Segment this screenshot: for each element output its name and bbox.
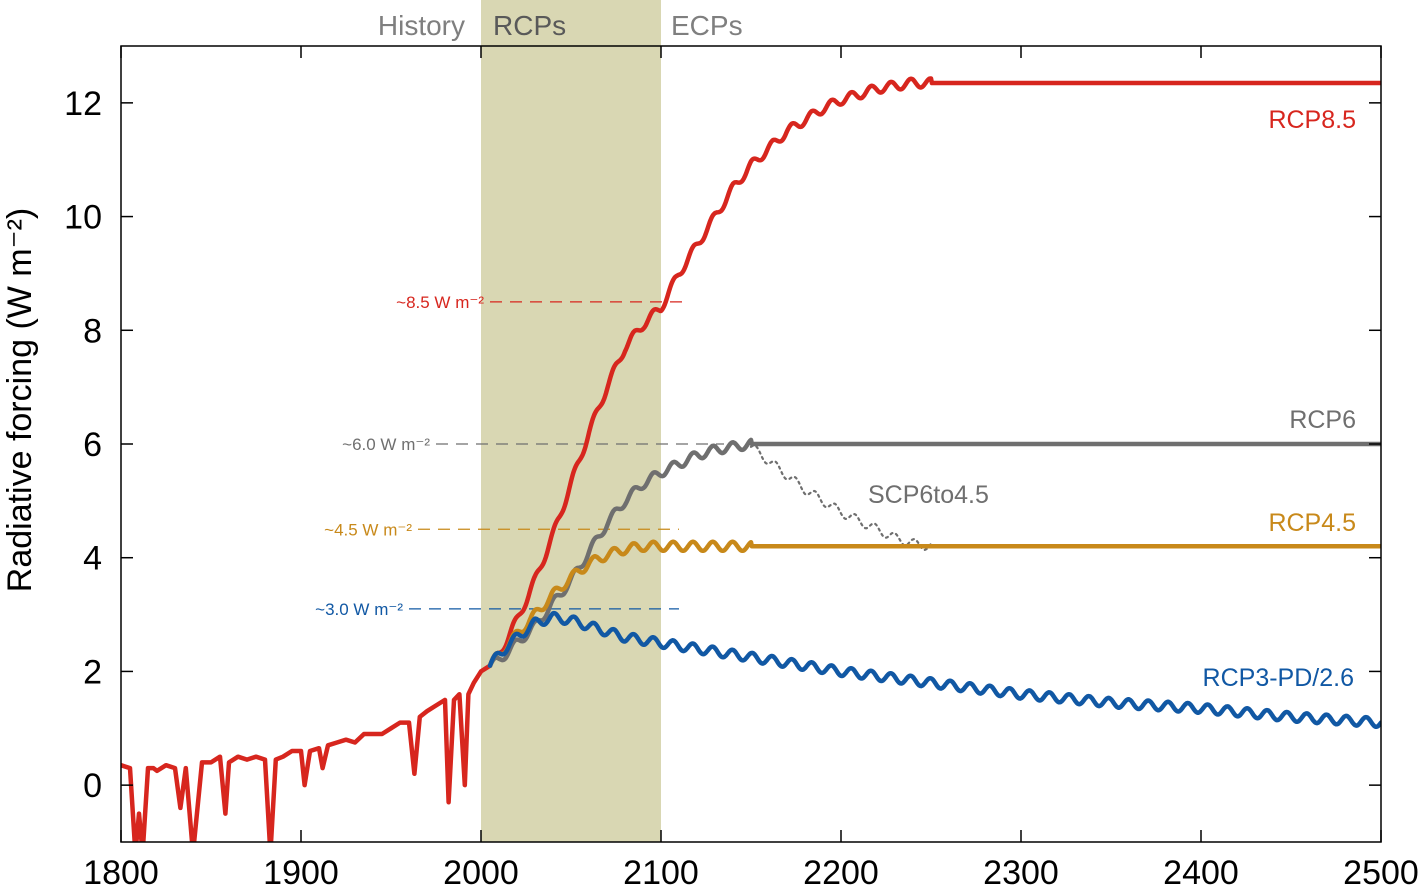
reference-label-3-0-w-m: ~3.0 W m⁻² <box>315 600 403 619</box>
reference-label-4-5-w-m: ~4.5 W m⁻² <box>324 520 412 539</box>
series-label-rcp4-5: RCP4.5 <box>1268 509 1356 537</box>
y-tick-label: 6 <box>83 426 102 464</box>
y-tick-label: 10 <box>64 199 102 237</box>
series-label-rcp8-5: RCP8.5 <box>1268 106 1356 134</box>
y-tick-label: 0 <box>83 767 102 805</box>
y-axis-title: Radiative forcing (W m⁻²) <box>1 208 39 592</box>
period-label-ecps: ECPs <box>671 10 743 41</box>
period-label-history: History <box>378 10 465 41</box>
y-tick-label: 12 <box>64 85 102 123</box>
series-label-rcp6: RCP6 <box>1289 406 1356 434</box>
rcp-period-band <box>481 0 661 842</box>
x-tick-label: 2400 <box>1163 854 1239 892</box>
x-tick-label: 2500 <box>1343 854 1419 892</box>
y-tick-label: 8 <box>83 312 102 350</box>
x-tick-label: 2100 <box>623 854 699 892</box>
y-tick-label: 4 <box>83 540 102 578</box>
reference-label-8-5-w-m: ~8.5 W m⁻² <box>396 293 484 312</box>
series-label-rcp3-pd-2-6: RCP3-PD/2.6 <box>1203 664 1354 692</box>
series-label-scp6to4-5: SCP6to4.5 <box>868 481 989 509</box>
series-line-rcp8-5 <box>487 76 1381 668</box>
x-tick-label: 1800 <box>83 854 159 892</box>
series-line-rcp3-pd-2-6 <box>487 610 1381 730</box>
x-tick-label: 1900 <box>263 854 339 892</box>
series-line-rcp6 <box>487 437 1381 668</box>
series-line-history <box>121 663 493 842</box>
y-tick-label: 2 <box>83 653 102 691</box>
x-tick-label: 2300 <box>983 854 1059 892</box>
reference-label-6-0-w-m: ~6.0 W m⁻² <box>342 435 430 454</box>
period-label-rcps: RCPs <box>493 10 566 41</box>
x-tick-label: 2200 <box>803 854 879 892</box>
x-tick-label: 2000 <box>443 854 519 892</box>
series-line-rcp4-5 <box>487 539 1381 668</box>
